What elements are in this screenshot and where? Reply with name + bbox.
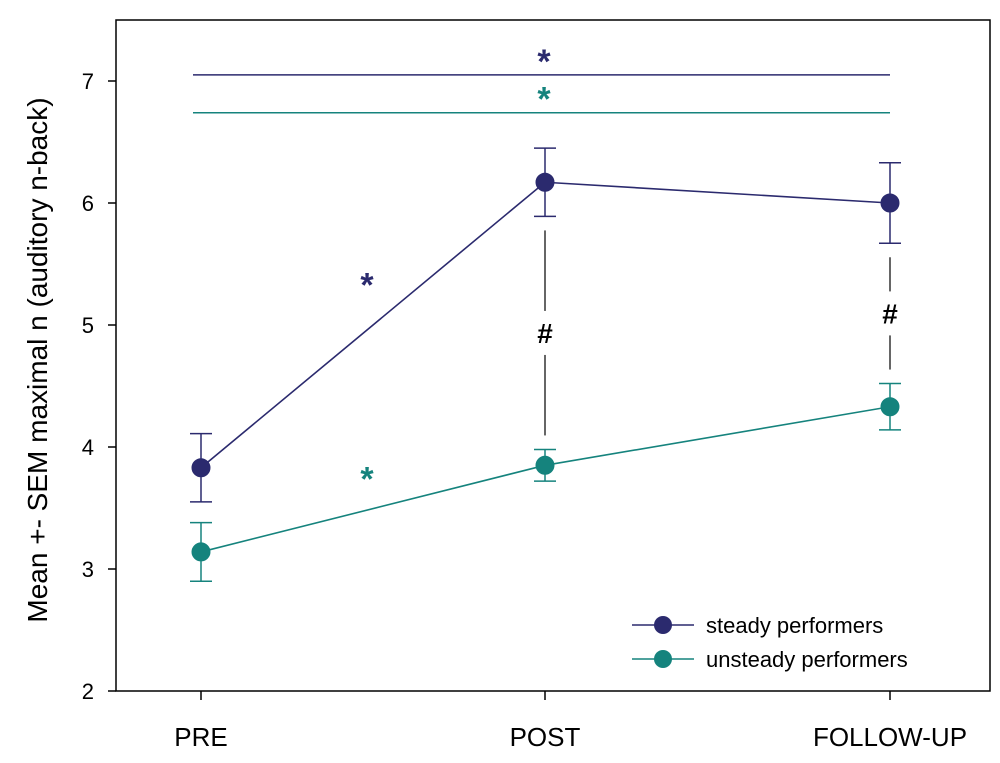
x-ticks: PRE POST FOLLOW-UP xyxy=(174,691,967,752)
difference-hash: # xyxy=(882,298,898,329)
y-tick-label: 4 xyxy=(82,435,94,460)
data-point xyxy=(535,455,555,475)
y-tick-label: 7 xyxy=(82,69,94,94)
series-layer: ** xyxy=(190,147,901,582)
y-tick-label: 5 xyxy=(82,313,94,338)
difference-markers: ## xyxy=(537,230,898,436)
series-steady: * xyxy=(190,147,901,503)
overall-star: * xyxy=(537,43,551,81)
x-tick-label: PRE xyxy=(174,722,227,752)
legend-item: unsteady performers xyxy=(632,647,908,672)
y-axis-label: Mean +- SEM maximal n (auditory n-back) xyxy=(22,97,53,622)
legend-swatch-marker xyxy=(654,616,672,634)
y-ticks: 2 3 4 5 6 7 xyxy=(82,69,116,704)
y-tick-label: 6 xyxy=(82,191,94,216)
overall-star: * xyxy=(537,81,551,119)
difference-hash: # xyxy=(537,318,553,349)
axes xyxy=(115,19,991,692)
data-point xyxy=(191,542,211,562)
data-point xyxy=(535,172,555,192)
y-tick-label: 2 xyxy=(82,679,94,704)
data-point xyxy=(191,458,211,478)
legend-swatch-marker xyxy=(654,650,672,668)
overall-brackets: ** xyxy=(193,43,890,119)
x-tick-label: FOLLOW-UP xyxy=(813,722,967,752)
x-tick-label: POST xyxy=(510,722,581,752)
plot-frame xyxy=(115,19,991,692)
legend-item: steady performers xyxy=(632,613,883,638)
data-point xyxy=(880,397,900,417)
legend-label: steady performers xyxy=(706,613,883,638)
segment-star: * xyxy=(360,461,374,499)
legend-label: unsteady performers xyxy=(706,647,908,672)
segment-star: * xyxy=(360,267,374,305)
y-tick-label: 3 xyxy=(82,557,94,582)
legend: steady performers unsteady performers xyxy=(632,613,908,672)
data-point xyxy=(880,193,900,213)
series-unsteady: * xyxy=(190,382,901,582)
